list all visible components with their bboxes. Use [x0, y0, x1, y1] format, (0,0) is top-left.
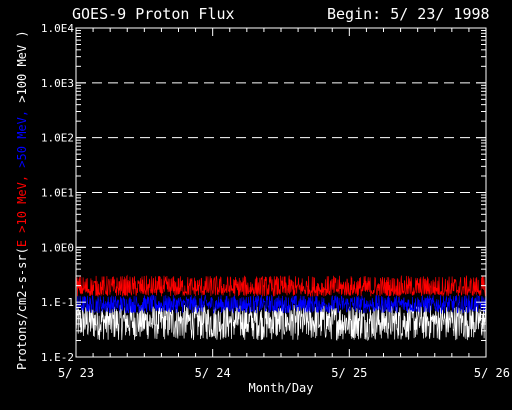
y-tick-label-0: 1.E-2: [41, 351, 74, 364]
y-tick-label-5: 1.0E3: [41, 77, 74, 90]
plot-frame: [75, 27, 487, 358]
x-axis-label: Month/Day: [248, 381, 313, 395]
y-axis-label-part-2: >50 MeV,: [15, 110, 29, 175]
x-tick-label-3: 5/ 26: [474, 366, 510, 380]
y-tick-label-3: 1.0E1: [41, 187, 74, 200]
series-line-2: [75, 274, 487, 298]
y-tick-label-2: 1.0E0: [41, 241, 74, 254]
y-tick-label-6: 1.0E4: [41, 22, 74, 35]
y-tick-labels: 1.E-2 1.E-1 1.0E0 1.0E1 1.0E2 1.0E3 1.0E4: [41, 22, 74, 364]
x-tick-label-2: 5/ 25: [331, 366, 367, 380]
chart-subtitle: Begin: 5/ 23/ 1998: [327, 5, 490, 23]
tick-group: [75, 27, 487, 358]
y-axis-label-part-0: Protons/cm2-s-sr(: [15, 247, 29, 370]
y-axis-label: Protons/cm2-s-sr(E >10 MeV, >50 MeV, >10…: [15, 30, 29, 370]
y-axis-label-part-1: E >10 MeV,: [15, 175, 29, 247]
x-tick-label-0: 5/ 23: [58, 366, 94, 380]
series-line-0: [75, 304, 487, 342]
x-tick-label-1: 5/ 24: [195, 366, 231, 380]
y-axis-label-part-3: >100 MeV ): [15, 30, 29, 109]
series-line-1: [75, 294, 487, 315]
x-tick-labels: 5/ 23 5/ 24 5/ 25 5/ 26: [58, 366, 510, 380]
gridline-group: [76, 82, 486, 248]
series-group: [75, 274, 487, 342]
y-tick-label-1: 1.E-1: [41, 296, 74, 309]
y-tick-label-4: 1.0E2: [41, 132, 74, 145]
chart-title: GOES-9 Proton Flux: [72, 5, 235, 23]
